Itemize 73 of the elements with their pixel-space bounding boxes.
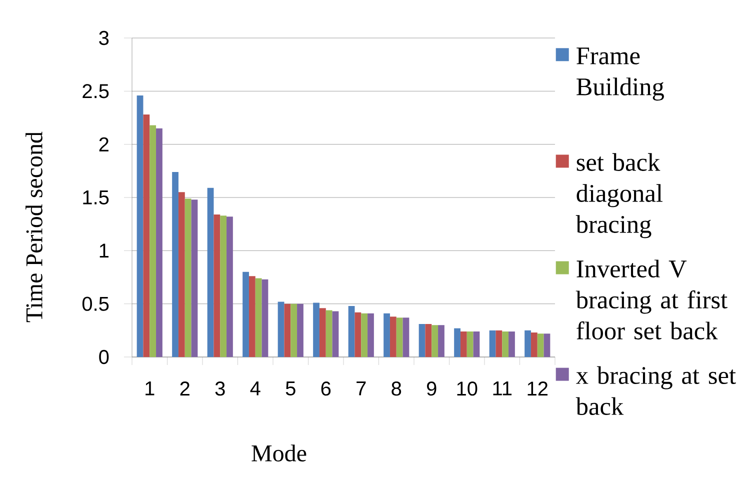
- bar: [502, 331, 509, 357]
- bar: [418, 324, 426, 357]
- y-tick-label: 0: [99, 350, 109, 364]
- y-tick-label: 0.5: [82, 296, 109, 311]
- bar: [326, 310, 332, 357]
- x-tick-label: 3: [215, 382, 225, 396]
- bar: [390, 316, 396, 357]
- bar: [384, 313, 390, 357]
- bar: [178, 192, 185, 357]
- bar: [136, 95, 144, 357]
- bar: [496, 330, 502, 357]
- bar: [454, 328, 460, 357]
- bar: [348, 306, 355, 357]
- x-tick-label: 8: [392, 382, 402, 396]
- bar: [184, 198, 192, 357]
- bar: [368, 313, 374, 357]
- bar: [524, 330, 531, 357]
- bar: [242, 272, 249, 357]
- x-tick-label: 2: [180, 382, 190, 396]
- bar: [248, 276, 256, 357]
- y-tick-label: 2.5: [82, 84, 109, 98]
- bar: [278, 302, 284, 357]
- bar: [332, 311, 339, 357]
- y-tick-label: 3: [99, 30, 109, 46]
- bar: [226, 216, 233, 357]
- bar: [438, 325, 444, 357]
- bar: [319, 308, 326, 357]
- bar: [432, 325, 438, 357]
- bar: [214, 214, 220, 357]
- bar: [425, 324, 432, 357]
- legend-label: set back diagonal bracing: [576, 153, 662, 238]
- x-tick-label: 6: [321, 382, 331, 396]
- bar: [255, 278, 262, 357]
- x-tick-label: 5: [286, 382, 296, 396]
- x-tick-label: 11: [493, 382, 512, 396]
- y-tick-label: 1: [100, 244, 108, 258]
- bar: [156, 128, 162, 357]
- bar: [508, 331, 515, 357]
- bar: [172, 172, 178, 357]
- bar: [537, 334, 544, 357]
- legend-label: Inverted V bracing at first floor set back: [576, 260, 728, 340]
- x-tick-label: 12: [528, 382, 548, 396]
- bar: [297, 304, 304, 357]
- bar: [473, 331, 480, 357]
- bar: [544, 334, 550, 357]
- bar: [143, 114, 150, 357]
- bar: [530, 332, 538, 357]
- x-tick-label: 7: [356, 382, 366, 396]
- bar: [361, 313, 368, 357]
- x-tick-label: 1: [146, 382, 154, 396]
- bar: [396, 318, 403, 357]
- x-tick-label: 10: [457, 382, 478, 396]
- bar: [284, 304, 291, 357]
- legend-label: x bracing at set back: [576, 366, 736, 416]
- y-tick-label: 2: [99, 137, 108, 152]
- bar: [466, 331, 474, 357]
- x-tick-label: 9: [427, 382, 436, 396]
- legend-label: Frame Building: [576, 48, 664, 101]
- bar: [489, 330, 496, 357]
- bar: [207, 188, 214, 357]
- bar: [191, 200, 198, 357]
- y-axis-title: Time Period second: [26, 132, 42, 322]
- bar: [150, 125, 156, 357]
- bar: [354, 312, 362, 357]
- x-tick-label: 4: [250, 382, 260, 396]
- bar: [290, 304, 298, 357]
- bar: [313, 302, 320, 357]
- bar: [460, 331, 467, 357]
- bar: [402, 318, 410, 357]
- x-axis-title: Mode: [252, 444, 306, 462]
- bar: [220, 216, 227, 357]
- bar: [262, 279, 268, 357]
- y-tick-label: 1.5: [83, 190, 109, 204]
